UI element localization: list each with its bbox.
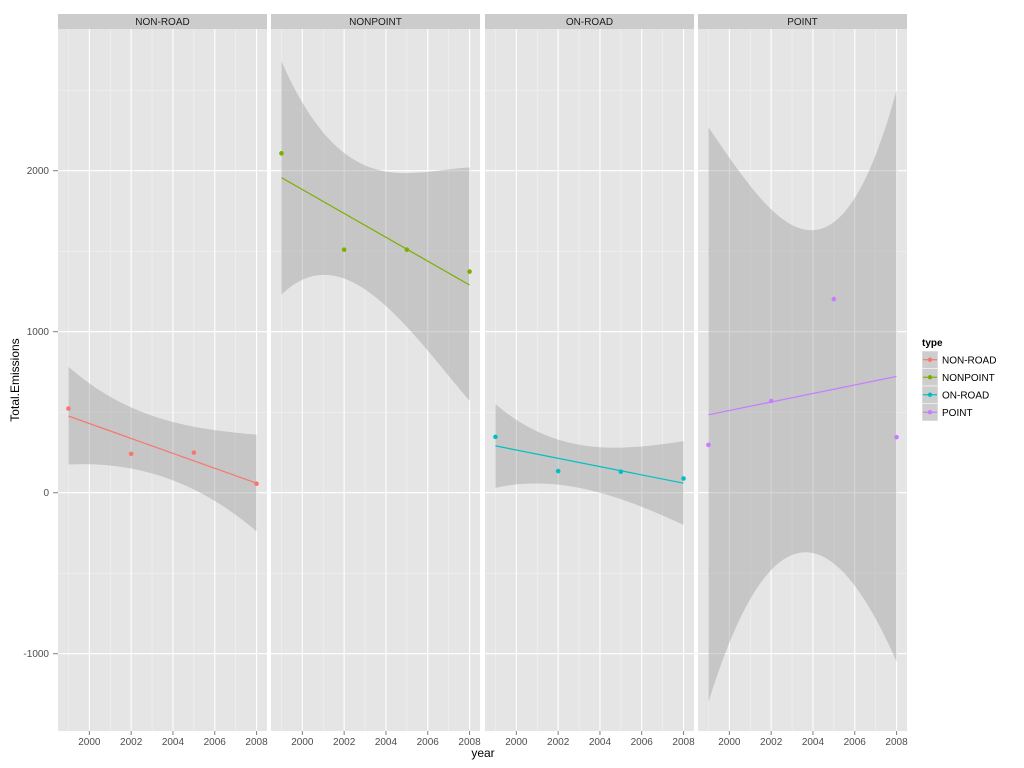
data-point: [493, 434, 498, 440]
x-tick-label: 2000: [505, 737, 528, 748]
data-point: [681, 476, 686, 481]
x-tick-label: 2006: [631, 737, 654, 748]
legend-key-point: [927, 410, 933, 415]
facet-panel-on-road: ON-ROAD: [485, 14, 694, 731]
x-tick-label: 2004: [802, 737, 825, 748]
x-tick-label: 2000: [718, 737, 741, 748]
panel-background: [58, 29, 267, 731]
x-tick-label: 2002: [333, 737, 356, 748]
facet-strip: [58, 14, 267, 29]
legend-item-non-road: NON-ROAD: [921, 350, 996, 369]
x-tick-label: 2006: [844, 737, 867, 748]
x-tick-label: 2008: [458, 737, 481, 748]
y-axis-title: Total.Emissions: [8, 338, 22, 421]
facet-strip: [698, 14, 907, 29]
facet-panel-nonpoint: NONPOINT: [271, 14, 480, 731]
x-tick-label: 2004: [162, 737, 185, 748]
trend-line: [708, 375, 897, 416]
x-tick-label: 2006: [417, 737, 440, 748]
data-point: [341, 247, 347, 252]
x-tick-label: 2002: [120, 737, 143, 748]
facet-strip: [271, 14, 480, 29]
x-tick-label: 2004: [375, 737, 398, 748]
data-point: [254, 481, 259, 487]
trend-line: [68, 415, 257, 484]
facet-panel-non-road: NON-ROAD: [58, 14, 267, 731]
facet-strip-label: ON-ROAD: [566, 17, 613, 28]
x-tick-label: 2004: [589, 737, 612, 748]
panel-background: [698, 29, 907, 731]
panel-background: [271, 29, 480, 731]
x-tick-label: 2000: [291, 737, 314, 748]
y-tick-label: 2000: [27, 166, 50, 177]
legend-key-point: [927, 392, 933, 397]
facet-strip-label: POINT: [787, 17, 818, 28]
legend-label: ON-ROAD: [942, 390, 989, 401]
data-point: [706, 442, 711, 448]
y-tick-label: 1000: [27, 327, 50, 338]
legend-label: POINT: [942, 408, 973, 419]
facet-panel-point: POINT: [698, 14, 907, 731]
legend-item-on-road: ON-ROAD: [921, 385, 989, 404]
x-axis-ticks: 2000 2002 2004 2006 2008 2000 2002 2004 2006 2008…: [78, 731, 908, 748]
panel-background: [485, 29, 694, 731]
facet-panels: NON-ROAD NONPOINT ON-ROAD POINT: [58, 14, 907, 731]
data-point: [768, 398, 774, 404]
x-tick-label: 2002: [760, 737, 783, 748]
x-tick-label: 2002: [547, 737, 570, 748]
x-tick-label: 2008: [672, 737, 695, 748]
data-point: [191, 450, 197, 455]
y-tick-label: 0: [43, 488, 49, 499]
x-tick-label: 2008: [885, 737, 908, 748]
legend-key-point: [927, 357, 933, 362]
legend-label: NON-ROAD: [942, 355, 996, 366]
data-point: [618, 469, 624, 475]
data-point: [831, 296, 837, 302]
legend-item-nonpoint: NONPOINT: [921, 368, 995, 387]
data-point: [404, 247, 410, 252]
data-point: [894, 434, 899, 440]
trend-line: [495, 445, 684, 484]
data-point: [66, 406, 71, 411]
facet-strip-label: NON-ROAD: [135, 17, 189, 28]
data-point: [128, 451, 134, 457]
x-tick-label: 2006: [204, 737, 227, 748]
data-point: [467, 269, 472, 274]
legend-label: NONPOINT: [942, 373, 995, 384]
x-axis-title: year: [471, 746, 494, 760]
y-tick-label: -1000: [23, 649, 49, 660]
trend-line: [281, 177, 470, 286]
facet-strip: [485, 14, 694, 29]
x-tick-label: 2000: [78, 737, 101, 748]
legend-key-point: [927, 375, 933, 380]
data-point: [279, 151, 284, 156]
data-point: [555, 468, 561, 474]
legend-title: type: [922, 338, 943, 349]
legend: type NON-ROAD NONPOINT ON-ROAD POINT: [921, 338, 996, 422]
x-tick-label: 2008: [245, 737, 268, 748]
y-axis-ticks: -1000 0 1000 2000: [23, 166, 58, 660]
legend-item-point: POINT: [921, 403, 973, 422]
facet-strip-label: NONPOINT: [349, 17, 402, 28]
